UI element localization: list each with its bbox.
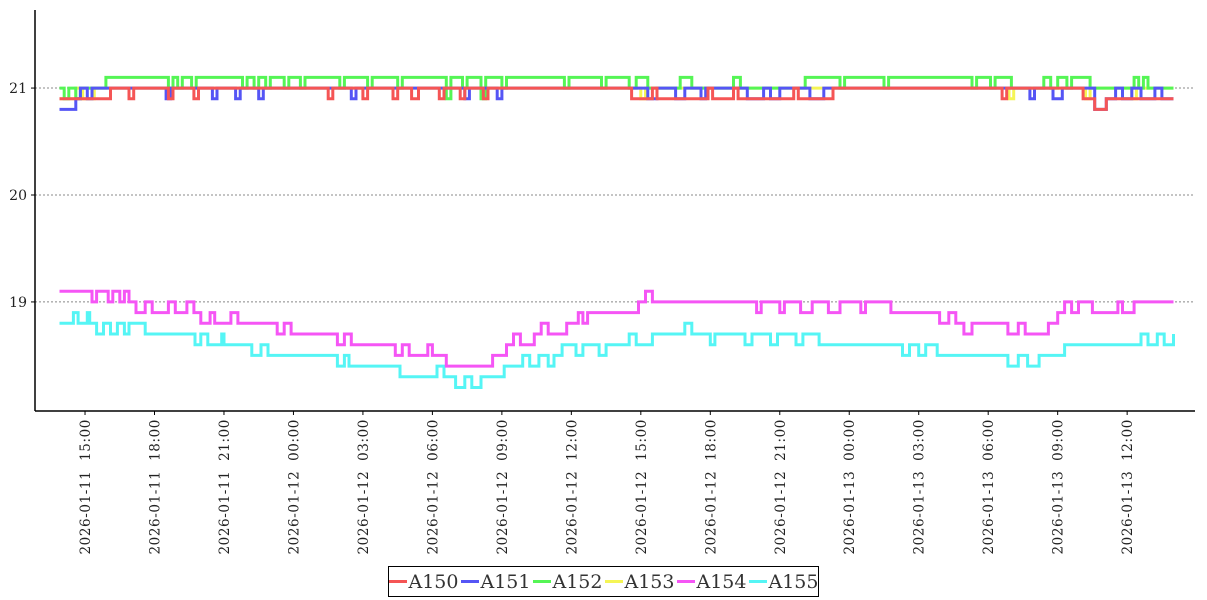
x-tick-label: 2026-01-12 21:00 [773, 419, 789, 555]
x-tick-label: 2026-01-13 00:00 [842, 419, 858, 555]
y-axis-ticks: 19 20 21 [9, 81, 35, 311]
legend-label: A155 [768, 570, 819, 593]
legend-item-a151: A151 [460, 570, 531, 593]
x-axis-ticks: 2026-01-11 15:00 2026-01-11 18:00 2026-01-… [78, 411, 1136, 555]
series-line-a150 [59, 86, 1174, 111]
x-tick-label: 2026-01-11 18:00 [147, 419, 163, 555]
gridlines [35, 87, 1195, 303]
x-tick-label: 2026-01-12 06:00 [425, 419, 441, 555]
legend-swatch [532, 580, 551, 583]
legend-item-a152: A152 [532, 570, 603, 593]
y-tick-label: 21 [9, 81, 27, 97]
y-tick-label: 19 [9, 295, 27, 311]
x-tick-label: 2026-01-12 09:00 [495, 419, 511, 555]
legend-label: A152 [552, 570, 603, 593]
legend-swatch [748, 580, 767, 583]
x-tick-label: 2026-01-13 09:00 [1051, 419, 1067, 555]
series-line-a154 [59, 289, 1174, 368]
x-tick-label: 2026-01-11 21:00 [217, 419, 233, 555]
legend: A150 A151 A152 A153 A154 A155 [388, 566, 819, 597]
y-tick-label: 20 [9, 188, 27, 204]
legend-label: A154 [696, 570, 747, 593]
x-tick-label: 2026-01-13 12:00 [1120, 419, 1136, 555]
x-tick-label: 2026-01-12 15:00 [634, 419, 650, 555]
x-tick-label: 2026-01-13 06:00 [981, 419, 997, 555]
x-tick-label: 2026-01-12 03:00 [356, 419, 372, 555]
x-tick-label: 2026-01-12 18:00 [703, 419, 719, 555]
x-tick-label: 2026-01-13 03:00 [912, 419, 928, 555]
series-line-a155 [59, 311, 1175, 389]
legend-label: A150 [408, 570, 459, 593]
legend-label: A153 [624, 570, 675, 593]
legend-swatch [604, 580, 623, 583]
legend-swatch [460, 580, 479, 583]
legend-item-a155: A155 [748, 570, 819, 593]
legend-swatch [676, 580, 695, 583]
legend-item-a154: A154 [676, 570, 747, 593]
series-lines [59, 75, 1175, 389]
x-tick-label: 2026-01-12 00:00 [286, 419, 302, 555]
x-tick-label: 2026-01-12 12:00 [564, 419, 580, 555]
series-line-a152 [59, 75, 1174, 101]
legend-item-a150: A150 [388, 570, 459, 593]
legend-swatch [388, 580, 407, 583]
legend-item-a153: A153 [604, 570, 675, 593]
legend-label: A151 [480, 570, 531, 593]
x-tick-label: 2026-01-11 15:00 [78, 419, 94, 555]
